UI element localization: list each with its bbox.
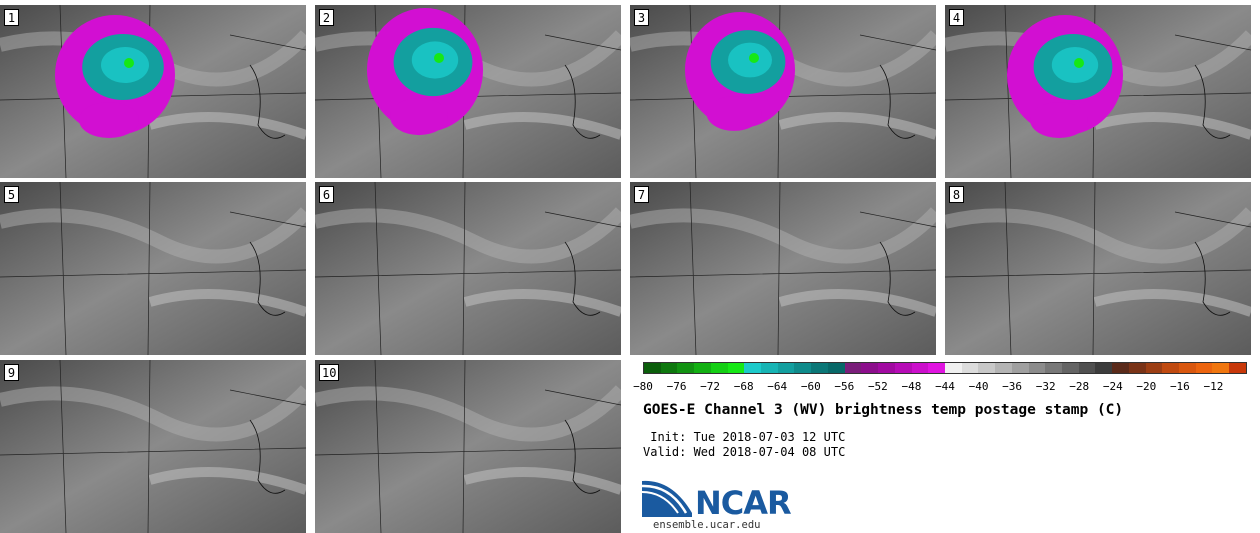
wv-map (0, 182, 306, 355)
wv-map (315, 360, 621, 533)
init-time: Init: Tue 2018-07-03 12 UTC (643, 430, 846, 444)
colorbar-swatch (710, 363, 728, 373)
colorbar-swatch (995, 363, 1012, 373)
wv-map (315, 182, 621, 355)
colorbar-tick-label: −64 (767, 380, 788, 393)
colorbar-swatch (1212, 363, 1230, 373)
postage-stamp-panel: 3 (630, 5, 936, 178)
ncar-wordmark: NCAR (695, 484, 792, 522)
colorbar-swatch (1061, 363, 1079, 373)
colorbar-swatch (811, 363, 828, 373)
colorbar-tick-label: −36 (1002, 380, 1023, 393)
postage-stamp-panel: 10 (315, 360, 621, 533)
wv-map (0, 5, 306, 178)
colorbar-swatch (1128, 363, 1146, 373)
postage-stamp-panel: 8 (945, 182, 1251, 355)
colorbar (643, 362, 1247, 374)
wv-map (630, 182, 936, 355)
postage-stamp-panel: 2 (315, 5, 621, 178)
colorbar-tick-label: −56 (834, 380, 855, 393)
colorbar-tick-label: −12 (1203, 380, 1224, 393)
panel-number: 5 (4, 186, 19, 203)
panel-number: 7 (634, 186, 649, 203)
postage-stamp-panel: 9 (0, 360, 306, 533)
colorbar-swatch (1028, 363, 1046, 373)
colorbar-tick-label: −20 (1136, 380, 1157, 393)
site-url: ensemble.ucar.edu (653, 519, 761, 531)
wv-map (945, 5, 1251, 178)
colorbar-tick-label: −16 (1169, 380, 1190, 393)
colorbar-tick-label: −52 (867, 380, 888, 393)
colorbar-swatch (1095, 363, 1113, 373)
wv-map (315, 5, 621, 178)
colorbar-swatch (827, 363, 845, 373)
panel-number: 4 (949, 9, 964, 26)
colorbar-swatch (861, 363, 879, 373)
colorbar-swatch (944, 363, 962, 373)
colorbar-swatch (677, 363, 695, 373)
colorbar-swatch (1229, 363, 1246, 373)
colorbar-tick-label: −40 (968, 380, 989, 393)
colorbar-swatch (744, 363, 762, 373)
colorbar-tick-label: −48 (901, 380, 922, 393)
colorbar-tick-label: −32 (1035, 380, 1056, 393)
postage-stamp-panel: 5 (0, 182, 306, 355)
colorbar-tick-label: −68 (733, 380, 754, 393)
colorbar-swatch (1078, 363, 1096, 373)
colorbar-swatch (794, 363, 812, 373)
colorbar-swatch (1145, 363, 1163, 373)
ncar-logo-icon (642, 480, 692, 517)
wv-map (945, 182, 1251, 355)
panel-number: 10 (319, 364, 340, 381)
colorbar-swatch (1011, 363, 1029, 373)
colorbar-swatch (660, 363, 678, 373)
panel-number: 3 (634, 9, 649, 26)
colorbar-tick-label: −72 (700, 380, 721, 393)
colorbar-tick-label: −60 (800, 380, 821, 393)
colorbar-swatch (644, 363, 661, 373)
colorbar-swatch (928, 363, 945, 373)
wv-map (0, 360, 306, 533)
postage-stamp-panel: 1 (0, 5, 306, 178)
colorbar-swatch (1162, 363, 1179, 373)
colorbar-swatch (694, 363, 711, 373)
wv-map (630, 5, 936, 178)
colorbar-swatch (978, 363, 996, 373)
panel-number: 2 (319, 9, 334, 26)
colorbar-swatch (1195, 363, 1213, 373)
panel-number: 8 (949, 186, 964, 203)
colorbar-swatch (777, 363, 795, 373)
colorbar-tick-label: −28 (1069, 380, 1090, 393)
colorbar-swatch (1045, 363, 1062, 373)
colorbar-swatch (844, 363, 862, 373)
colorbar-tick-label: −44 (935, 380, 955, 393)
colorbar-swatch (911, 363, 929, 373)
colorbar-swatch (761, 363, 778, 373)
colorbar-swatch (878, 363, 895, 373)
page-title: GOES-E Channel 3 (WV) brightness temp po… (643, 402, 1124, 418)
panel-number: 1 (4, 9, 19, 26)
colorbar-tick-label: −80 (633, 380, 653, 393)
colorbar-tick-label: −76 (666, 380, 687, 393)
colorbar-swatch (1179, 363, 1196, 373)
postage-stamp-panel: 4 (945, 5, 1251, 178)
postage-stamp-panel: 7 (630, 182, 936, 355)
postage-stamp-panel: 6 (315, 182, 621, 355)
colorbar-swatch (727, 363, 745, 373)
colorbar-swatch (894, 363, 912, 373)
colorbar-tick-label: −24 (1102, 380, 1123, 393)
panel-number: 6 (319, 186, 334, 203)
colorbar-swatch (1112, 363, 1129, 373)
panel-number: 9 (4, 364, 19, 381)
colorbar-swatch (961, 363, 979, 373)
valid-time: Valid: Wed 2018-07-04 08 UTC (643, 445, 846, 459)
